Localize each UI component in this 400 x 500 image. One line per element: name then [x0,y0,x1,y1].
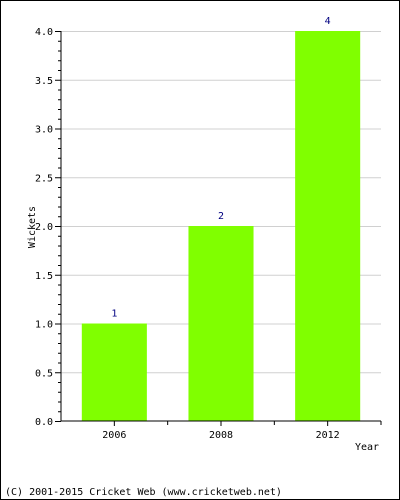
y-tick-labels: 0.0 0.5 1.0 1.5 2.0 2.5 3.0 3.5 4.0 [35,27,53,428]
bar [81,323,147,421]
x-tick-label: 2008 [209,430,233,441]
y-axis-title: Wickets [27,206,38,248]
bar [295,31,361,421]
y-tick-label: 0.5 [35,368,53,379]
bar-value-label: 1 [111,309,117,320]
bar-value-label: 4 [325,16,331,27]
bar [188,226,254,421]
y-tick-label: 2.5 [35,173,53,184]
x-axis-title: Year [355,442,379,453]
y-tick-label: 2.0 [35,222,53,233]
x-tick-labels: 2006 2008 2012 [102,430,339,441]
y-tick-label: 3.0 [35,125,53,136]
y-tick-label: 1.0 [35,320,53,331]
y-tick-label: 0.0 [35,417,53,428]
x-tick-label: 2012 [316,430,340,441]
y-tick-label: 1.5 [35,271,53,282]
bars [81,31,361,421]
copyright-footer: (C) 2001-2015 Cricket Web (www.cricketwe… [5,487,282,498]
data-labels: 1 2 4 [111,16,330,320]
axes [55,31,382,426]
bar-value-label: 2 [218,211,224,222]
y-tick-label: 4.0 [35,27,53,38]
x-tick-label: 2006 [102,430,126,441]
y-tick-label: 3.5 [35,76,53,87]
